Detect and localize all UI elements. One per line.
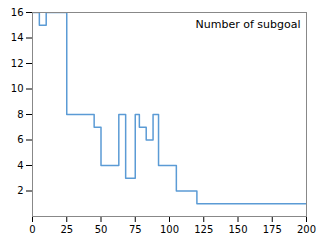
svg-text:100: 100 (160, 224, 179, 235)
svg-text:50: 50 (95, 224, 108, 235)
svg-text:25: 25 (60, 224, 73, 235)
svg-text:Number of subgoal: Number of subgoal (196, 18, 301, 31)
svg-text:175: 175 (263, 224, 282, 235)
svg-text:16: 16 (11, 7, 24, 18)
svg-text:125: 125 (194, 224, 213, 235)
svg-text:150: 150 (228, 224, 247, 235)
svg-text:12: 12 (11, 58, 24, 69)
svg-text:6: 6 (17, 134, 23, 145)
svg-text:8: 8 (17, 109, 23, 120)
svg-text:10: 10 (11, 83, 24, 94)
svg-text:75: 75 (129, 224, 142, 235)
svg-text:14: 14 (11, 32, 24, 43)
svg-text:4: 4 (17, 160, 23, 171)
svg-text:0: 0 (29, 224, 35, 235)
svg-text:200: 200 (297, 224, 316, 235)
svg-text:2: 2 (17, 185, 23, 196)
